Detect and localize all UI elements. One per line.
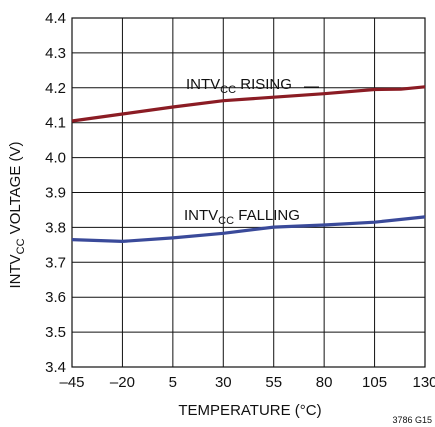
y-tick-label: 3.4 xyxy=(45,359,66,376)
y-tick-label: 4.2 xyxy=(45,80,66,97)
x-tick-labels: –45 –20 5 30 55 80 105 130 xyxy=(59,374,435,391)
series-label-falling: INTVCC FALLING xyxy=(184,207,300,227)
y-tick-label: 3.6 xyxy=(45,289,66,306)
x-tick-label: 30 xyxy=(215,374,232,391)
y-tick-label: 3.8 xyxy=(45,219,66,236)
series-label-rising-sub: CC xyxy=(220,84,236,96)
y-tick-label: 3.5 xyxy=(45,324,66,341)
series-label-falling-sub: CC xyxy=(218,215,234,227)
x-tick-label: –20 xyxy=(110,374,135,391)
y-axis-title: INTVCC VOLTAGE (V) xyxy=(7,141,27,288)
figure-id: 3786 G15 xyxy=(392,415,432,425)
series-label-falling-main: INTV xyxy=(184,207,218,224)
y-axis-title-sub: CC xyxy=(15,238,27,254)
y-tick-label: 4.4 xyxy=(45,10,66,27)
x-tick-label: 5 xyxy=(169,374,177,391)
series-label-rising-main: INTV xyxy=(186,76,220,93)
x-tick-label: 80 xyxy=(316,374,333,391)
y-tick-label: 4.1 xyxy=(45,115,66,132)
y-tick-label: 4.0 xyxy=(45,150,66,167)
x-tick-label: 130 xyxy=(412,374,435,391)
series-lines xyxy=(71,85,426,243)
series-line-rising xyxy=(71,85,426,123)
x-tick-label: 105 xyxy=(362,374,387,391)
y-axis-title-main: INTV xyxy=(7,254,24,288)
y-tick-label: 3.7 xyxy=(45,254,66,271)
y-tick-label: 3.9 xyxy=(45,185,66,202)
y-tick-label: 4.3 xyxy=(45,45,66,62)
series-label-rising: INTVCC RISING xyxy=(186,76,292,96)
series-line-falling xyxy=(71,215,426,243)
grid xyxy=(72,18,425,367)
series-label-rising-rest: RISING xyxy=(236,76,292,93)
x-tick-label: –45 xyxy=(59,374,84,391)
series-label-falling-rest: FALLING xyxy=(234,207,300,224)
plot-frame xyxy=(71,17,426,368)
y-tick-labels: 4.4 4.3 4.2 4.1 4.0 3.9 3.8 3.7 3.6 3.5 3.4 xyxy=(45,10,66,376)
x-axis-title: TEMPERATURE (°C) xyxy=(178,402,321,419)
x-tick-label: 55 xyxy=(265,374,282,391)
y-axis-title-rest: VOLTAGE (V) xyxy=(7,141,24,238)
